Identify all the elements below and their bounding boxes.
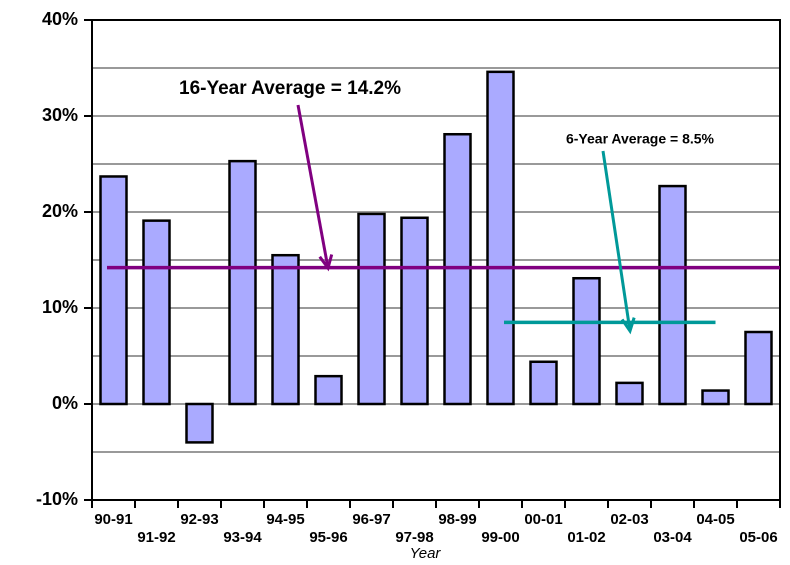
annotation-arrow: [296, 104, 330, 269]
bar: [99, 175, 128, 406]
y-tick-label: 0%: [52, 393, 78, 413]
y-tick-label: 40%: [42, 9, 78, 29]
x-tick-label: 98-99: [438, 511, 476, 528]
bar: [658, 184, 687, 406]
bar: [400, 216, 429, 406]
bar: [185, 402, 214, 444]
bar: [271, 253, 300, 406]
x-tick-label: 01-02: [567, 529, 605, 546]
x-tick-label: 92-93: [180, 511, 218, 528]
arrow-head: [318, 254, 334, 272]
bar: [486, 70, 515, 406]
arrow-head: [620, 317, 636, 335]
x-tick-label: 96-97: [352, 511, 390, 528]
x-tick-label: 04-05: [696, 511, 734, 528]
annotation: 16-Year Average = 14.2%: [179, 78, 401, 99]
x-tick-label: 05-06: [739, 529, 777, 546]
y-tick-label: 10%: [42, 297, 78, 317]
x-axis-label: Year: [410, 545, 442, 562]
bar: [142, 219, 171, 406]
x-tick-label: 91-92: [137, 529, 175, 546]
x-tick-label: 03-04: [653, 529, 692, 546]
bar: [615, 381, 644, 406]
bar: [701, 389, 730, 406]
x-tick-label: 02-03: [610, 511, 648, 528]
x-tick-label: 99-00: [481, 529, 519, 546]
bar: [572, 276, 601, 406]
bar: [314, 374, 343, 406]
y-tick-label: 20%: [42, 201, 78, 221]
bar: [228, 159, 257, 406]
bar: [744, 330, 773, 406]
y-tick-label: -10%: [36, 489, 78, 509]
x-tick-label: 97-98: [395, 529, 433, 546]
x-tick-label: 93-94: [223, 529, 262, 546]
x-tick-label: 00-01: [524, 511, 562, 528]
annotation-arrow: [601, 150, 632, 332]
bar: [357, 212, 386, 406]
annotation: 6-Year Average = 8.5%: [566, 131, 715, 147]
x-tick-label: 94-95: [266, 511, 304, 528]
bar: [529, 360, 558, 406]
x-tick-label: 95-96: [309, 529, 347, 546]
x-tick-label: 90-91: [94, 511, 132, 528]
y-tick-label: 30%: [42, 105, 78, 125]
